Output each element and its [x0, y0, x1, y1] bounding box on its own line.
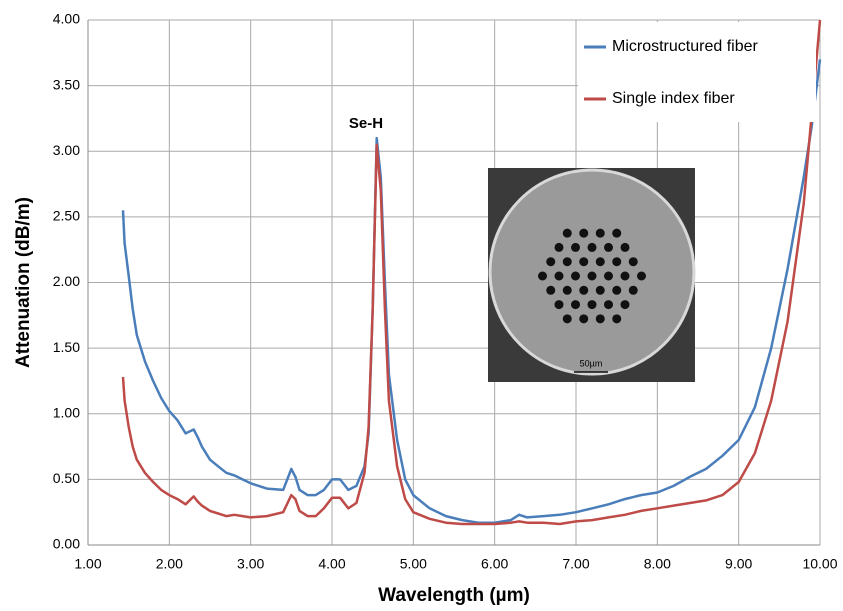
- inset-image: 50µm: [488, 168, 696, 382]
- air-hole: [612, 285, 622, 295]
- air-hole: [637, 271, 646, 281]
- annotation: Se-H: [349, 115, 383, 132]
- y-tick-label: 0.50: [53, 470, 80, 486]
- air-hole: [562, 314, 572, 324]
- air-hole: [571, 242, 580, 252]
- air-hole: [612, 257, 622, 267]
- air-hole: [595, 257, 605, 267]
- air-hole: [595, 314, 605, 324]
- x-tick-label: 4.00: [318, 556, 345, 572]
- series-line: [121, 19, 822, 526]
- air-hole: [538, 271, 547, 281]
- air-hole: [579, 228, 589, 238]
- air-hole: [546, 257, 556, 267]
- air-hole: [587, 300, 597, 310]
- x-tick-label: 7.00: [562, 556, 589, 572]
- air-hole: [562, 257, 572, 267]
- air-hole: [628, 285, 638, 295]
- legend-label: Microstructured fiber: [612, 38, 758, 55]
- x-tick-label: 6.00: [481, 556, 508, 572]
- air-hole: [595, 285, 605, 295]
- series-line: [121, 59, 822, 524]
- y-axis-title: Attenuation (dB/m): [13, 197, 34, 368]
- y-tick-label: 0.00: [53, 536, 80, 552]
- legend-label: Single index fiber: [612, 90, 735, 107]
- air-hole: [604, 271, 613, 281]
- air-hole: [571, 271, 580, 281]
- air-hole: [579, 285, 589, 295]
- x-tick-label: 9.00: [725, 556, 752, 572]
- y-tick-label: 3.50: [53, 76, 80, 92]
- y-tick-label: 2.00: [53, 273, 80, 289]
- air-hole: [620, 300, 630, 310]
- air-hole: [620, 271, 630, 281]
- air-hole: [554, 271, 564, 281]
- air-hole: [579, 314, 589, 324]
- x-axis-title: Wavelength (µm): [378, 585, 530, 606]
- air-hole: [587, 242, 597, 252]
- legend-box: [578, 22, 816, 122]
- x-tick-label: 3.00: [237, 556, 264, 572]
- air-hole: [587, 271, 597, 281]
- x-tick-label: 10.00: [802, 556, 837, 572]
- x-tick-label: 8.00: [644, 556, 671, 572]
- air-hole: [628, 257, 638, 267]
- y-tick-label: 2.50: [53, 208, 80, 224]
- x-tick-label: 1.00: [74, 556, 101, 572]
- y-tick-label: 1.50: [53, 339, 80, 355]
- y-tick-label: 1.00: [53, 404, 80, 420]
- air-hole: [612, 228, 622, 238]
- air-hole: [571, 300, 580, 310]
- air-hole: [620, 242, 630, 252]
- x-tick-label: 5.00: [400, 556, 427, 572]
- scale-label: 50µm: [580, 358, 603, 368]
- air-hole: [562, 285, 572, 295]
- air-hole: [595, 228, 605, 238]
- air-hole: [579, 257, 589, 267]
- air-hole: [562, 228, 572, 238]
- air-hole: [554, 300, 564, 310]
- air-hole: [554, 242, 564, 252]
- air-hole: [612, 314, 622, 324]
- air-hole: [604, 300, 613, 310]
- y-tick-label: 4.00: [53, 11, 80, 27]
- x-tick-label: 2.00: [156, 556, 183, 572]
- air-hole: [546, 285, 556, 295]
- y-tick-label: 3.00: [53, 142, 80, 158]
- air-hole: [604, 242, 613, 252]
